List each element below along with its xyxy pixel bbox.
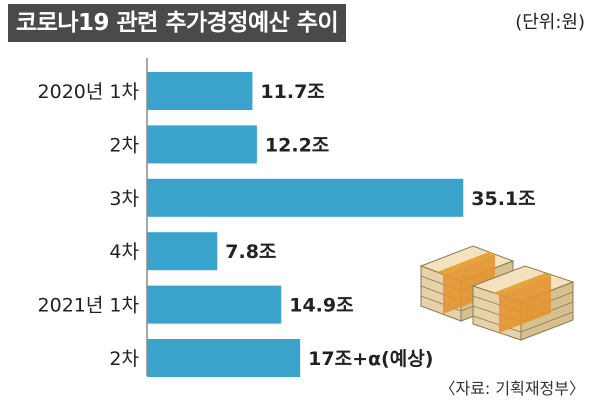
bar-2: [147, 178, 464, 217]
chart-header: 코로나19 관련 추가경정예산 추이 (단위:원): [0, 0, 595, 46]
money-stack-icon: [419, 245, 575, 341]
chart-title: 코로나19 관련 추가경정예산 추이: [8, 4, 347, 42]
value-label-1: 12.2조: [265, 134, 329, 156]
value-label-5: 17조+α(예상): [308, 348, 433, 370]
bar-chart: 2020년 1차 11.7조 2차 12.2조 3차 35.1조 4차 7.8조 2021년 1…: [38, 58, 536, 377]
bar-4: [147, 285, 282, 324]
category-label-4: 2021년 1차: [38, 295, 139, 317]
category-label-1: 2차: [109, 134, 139, 156]
category-label-2: 3차: [109, 188, 139, 210]
value-label-3: 7.8조: [225, 241, 276, 263]
bar-1: [147, 125, 257, 164]
category-label-0: 2020년 1차: [38, 81, 139, 103]
bar-0: [147, 72, 253, 110]
bar-5: [147, 339, 301, 377]
value-label-2: 35.1조: [471, 188, 535, 210]
value-label-0: 11.7조: [260, 81, 324, 103]
category-label-3: 4차: [109, 241, 139, 263]
source-note: 〈자료: 기획재정부〉: [439, 379, 585, 398]
category-label-5: 2차: [109, 348, 139, 370]
bar-3: [147, 232, 218, 271]
value-label-4: 14.9조: [289, 295, 353, 317]
unit-label: (단위:원): [515, 12, 585, 33]
